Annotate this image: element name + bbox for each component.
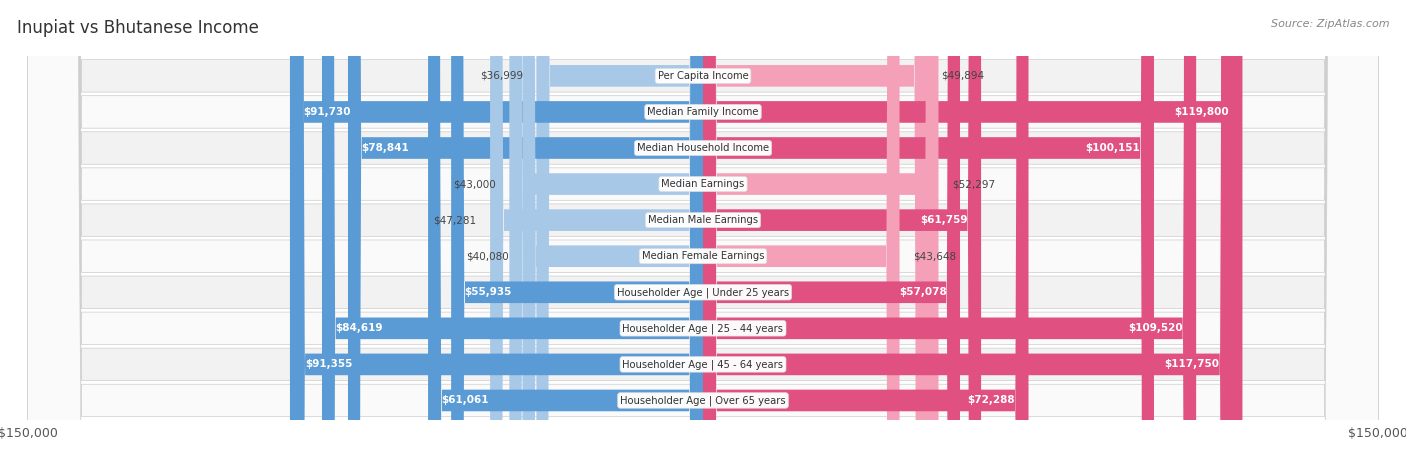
FancyBboxPatch shape (28, 0, 1378, 467)
FancyBboxPatch shape (537, 0, 703, 467)
Text: $117,750: $117,750 (1164, 360, 1219, 369)
FancyBboxPatch shape (427, 0, 703, 467)
FancyBboxPatch shape (703, 0, 981, 467)
FancyBboxPatch shape (523, 0, 703, 467)
Text: $57,078: $57,078 (898, 287, 946, 297)
Text: $55,935: $55,935 (464, 287, 512, 297)
FancyBboxPatch shape (703, 0, 1233, 467)
FancyBboxPatch shape (28, 0, 1378, 467)
FancyBboxPatch shape (28, 0, 1378, 467)
Text: $72,288: $72,288 (967, 396, 1015, 405)
FancyBboxPatch shape (28, 0, 1378, 467)
Text: $47,281: $47,281 (433, 215, 477, 225)
Text: Householder Age | Under 25 years: Householder Age | Under 25 years (617, 287, 789, 297)
FancyBboxPatch shape (703, 0, 1029, 467)
Text: Householder Age | 45 - 64 years: Householder Age | 45 - 64 years (623, 359, 783, 370)
FancyBboxPatch shape (703, 0, 900, 467)
Text: $61,061: $61,061 (441, 396, 489, 405)
Text: Median Earnings: Median Earnings (661, 179, 745, 189)
Text: $43,648: $43,648 (912, 251, 956, 261)
Text: $100,151: $100,151 (1085, 143, 1140, 153)
FancyBboxPatch shape (322, 0, 703, 467)
FancyBboxPatch shape (703, 0, 938, 467)
Text: $78,841: $78,841 (361, 143, 409, 153)
FancyBboxPatch shape (703, 0, 1154, 467)
FancyBboxPatch shape (703, 0, 1197, 467)
FancyBboxPatch shape (290, 0, 703, 467)
FancyBboxPatch shape (703, 0, 960, 467)
FancyBboxPatch shape (28, 0, 1378, 467)
Text: $61,759: $61,759 (920, 215, 967, 225)
Text: $52,297: $52,297 (952, 179, 995, 189)
Text: $84,619: $84,619 (336, 323, 382, 333)
Text: Householder Age | Over 65 years: Householder Age | Over 65 years (620, 395, 786, 406)
Text: Median Household Income: Median Household Income (637, 143, 769, 153)
Text: Source: ZipAtlas.com: Source: ZipAtlas.com (1271, 19, 1389, 28)
Text: Median Male Earnings: Median Male Earnings (648, 215, 758, 225)
Text: $91,355: $91,355 (305, 360, 353, 369)
FancyBboxPatch shape (703, 0, 928, 467)
Text: Householder Age | 25 - 44 years: Householder Age | 25 - 44 years (623, 323, 783, 333)
FancyBboxPatch shape (509, 0, 703, 467)
Text: $119,800: $119,800 (1174, 107, 1229, 117)
Text: $43,000: $43,000 (453, 179, 496, 189)
Text: Median Female Earnings: Median Female Earnings (641, 251, 765, 261)
Text: $49,894: $49,894 (941, 71, 984, 81)
FancyBboxPatch shape (28, 0, 1378, 467)
Text: Per Capita Income: Per Capita Income (658, 71, 748, 81)
Text: $36,999: $36,999 (479, 71, 523, 81)
FancyBboxPatch shape (451, 0, 703, 467)
Text: $40,080: $40,080 (467, 251, 509, 261)
Text: Median Family Income: Median Family Income (647, 107, 759, 117)
Text: $91,730: $91,730 (304, 107, 352, 117)
FancyBboxPatch shape (491, 0, 703, 467)
FancyBboxPatch shape (349, 0, 703, 467)
FancyBboxPatch shape (28, 0, 1378, 467)
FancyBboxPatch shape (703, 0, 1243, 467)
Text: $109,520: $109,520 (1128, 323, 1182, 333)
FancyBboxPatch shape (28, 0, 1378, 467)
Text: Inupiat vs Bhutanese Income: Inupiat vs Bhutanese Income (17, 19, 259, 37)
FancyBboxPatch shape (291, 0, 703, 467)
FancyBboxPatch shape (28, 0, 1378, 467)
FancyBboxPatch shape (28, 0, 1378, 467)
